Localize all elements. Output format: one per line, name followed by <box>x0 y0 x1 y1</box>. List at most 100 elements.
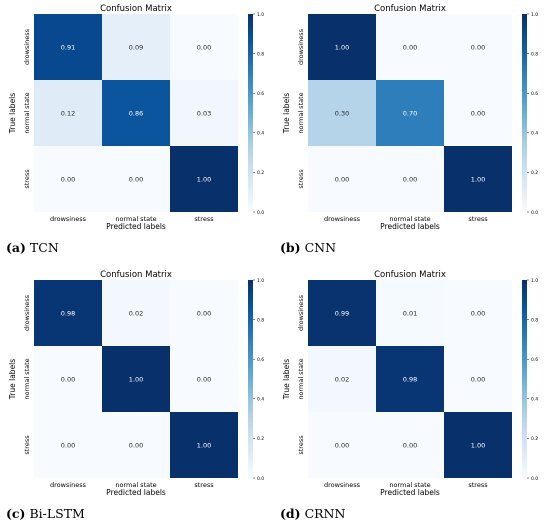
colorbar-tick-label: 0.8 <box>531 317 538 323</box>
cell-value-label: 0.00 <box>403 442 417 450</box>
y-tick-label: normal state <box>23 358 31 399</box>
caption-text: CRNN <box>304 506 346 521</box>
colorbar-tick-label: 0.4 <box>257 131 264 137</box>
x-tick-label: drowsiness <box>324 481 361 489</box>
colorbar-tick-label: 0.2 <box>531 436 538 442</box>
figure-caption: (c) Bi-LSTM <box>6 506 85 521</box>
colorbar <box>522 280 527 478</box>
colorbar-tick-label: 0.4 <box>257 397 264 403</box>
colorbar-tick-label: 0.2 <box>257 170 264 176</box>
colorbar-tick-label: 0.0 <box>531 210 538 216</box>
cell-value-label: 0.00 <box>197 310 211 318</box>
caption-label: (d) <box>280 506 301 521</box>
heatmap-cell <box>308 14 376 80</box>
y-tick-label: stress <box>23 435 31 455</box>
caption-label: (a) <box>6 240 26 255</box>
heatmap-cell <box>34 146 102 212</box>
y-tick-label: drowsiness <box>297 294 305 331</box>
cell-value-label: 0.99 <box>335 310 349 318</box>
x-tick-label: normal state <box>389 481 430 489</box>
heatmap-cell <box>170 280 238 346</box>
x-axis-label: Predicted labels <box>380 488 440 497</box>
x-axis-label: Predicted labels <box>380 222 440 231</box>
heatmap-cell <box>34 346 102 412</box>
cell-value-label: 0.00 <box>129 442 143 450</box>
cell-value-label: 1.00 <box>335 44 349 52</box>
cell-value-label: 0.00 <box>335 176 349 184</box>
y-tick-label: drowsiness <box>297 28 305 65</box>
colorbar-tick-label: 0.6 <box>257 91 264 97</box>
cell-value-label: 0.00 <box>471 110 485 118</box>
heatmap-cell <box>170 412 238 478</box>
y-tick-label: normal state <box>23 92 31 133</box>
heatmap-cell <box>444 280 512 346</box>
caption-text: CNN <box>304 240 337 255</box>
cell-value-label: 0.00 <box>61 442 75 450</box>
panel-crnn: Confusion Matrix 0.99 0.01 0.00 0.02 0.98 0.00… <box>276 268 546 530</box>
heatmap-cell <box>376 146 444 212</box>
cell-value-label: 0.00 <box>197 376 211 384</box>
cell-value-label: 0.00 <box>129 176 143 184</box>
y-axis-label: True labels <box>282 93 291 134</box>
colorbar-tick-label: 0.0 <box>531 476 538 482</box>
heatmap-cell <box>376 412 444 478</box>
heatmap-cell <box>308 412 376 478</box>
colorbar-tick-label: 1.0 <box>531 12 538 18</box>
cell-value-label: 0.00 <box>403 44 417 52</box>
cell-value-label: 0.02 <box>335 376 349 384</box>
cell-value-label: 0.12 <box>61 110 75 118</box>
cell-value-label: 0.70 <box>403 110 417 118</box>
cell-value-label: 0.98 <box>403 376 417 384</box>
x-tick-label: drowsiness <box>50 215 87 223</box>
heatmap-cell <box>444 146 512 212</box>
cell-value-label: 0.91 <box>61 44 75 52</box>
y-axis-label: True labels <box>8 359 17 400</box>
y-tick-label: stress <box>297 435 305 455</box>
heatmap-cell <box>102 346 170 412</box>
caption-text: Bi-LSTM <box>29 506 85 521</box>
y-axis-label: True labels <box>282 359 291 400</box>
y-tick-label: normal state <box>297 92 305 133</box>
cell-value-label: 0.01 <box>403 310 417 318</box>
panel-tcn: Confusion Matrix 0.91 0.09 0.00 0.12 0.86 0.03… <box>2 2 272 264</box>
y-tick-label: stress <box>23 169 31 189</box>
colorbar-tick-label: 1.0 <box>531 278 538 284</box>
chart-title: Confusion Matrix <box>374 4 446 14</box>
cell-value-label: 1.00 <box>471 442 485 450</box>
colorbar-tick-label: 1.0 <box>257 278 264 284</box>
y-tick-label: stress <box>297 169 305 189</box>
cell-value-label: 0.00 <box>471 310 485 318</box>
x-tick-label: drowsiness <box>324 215 361 223</box>
x-tick-label: normal state <box>115 481 156 489</box>
x-tick-label: stress <box>194 215 214 223</box>
x-tick-label: normal state <box>389 215 430 223</box>
heatmap-cell <box>170 80 238 146</box>
colorbar-tick-label: 0.6 <box>531 91 538 97</box>
caption-label: (b) <box>280 240 301 255</box>
cell-value-label: 0.00 <box>403 176 417 184</box>
heatmap-cell <box>444 412 512 478</box>
heatmap-cell <box>102 80 170 146</box>
colorbar-tick-label: 0.0 <box>257 476 264 482</box>
colorbar <box>522 14 527 212</box>
heatmap-cell <box>34 80 102 146</box>
panel-bi-lstm: Confusion Matrix 0.98 0.02 0.00 0.00 1.00 0.00… <box>2 268 272 530</box>
heatmap-cell <box>444 346 512 412</box>
heatmap-cell <box>170 346 238 412</box>
chart-title: Confusion Matrix <box>100 4 172 14</box>
y-tick-label: normal state <box>297 358 305 399</box>
x-tick-label: drowsiness <box>50 481 87 489</box>
y-axis-label: True labels <box>8 93 17 134</box>
figure-caption: (d) CRNN <box>280 506 345 521</box>
panel-cnn: Confusion Matrix 1.00 0.00 0.00 0.30 0.70 0.00… <box>276 2 546 264</box>
cell-value-label: 1.00 <box>197 442 211 450</box>
heatmap-cell <box>102 14 170 80</box>
colorbar-tick-label: 0.8 <box>257 317 264 323</box>
chart-title: Confusion Matrix <box>374 270 446 280</box>
heatmap-cell <box>170 14 238 80</box>
heatmap-cell <box>376 80 444 146</box>
cell-value-label: 0.00 <box>61 376 75 384</box>
cell-value-label: 0.00 <box>197 44 211 52</box>
